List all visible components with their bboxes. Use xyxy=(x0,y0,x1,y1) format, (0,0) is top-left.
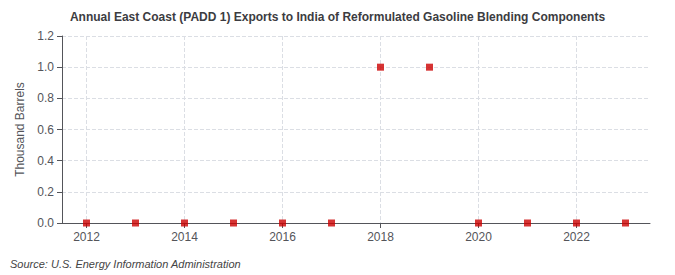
svg-text:2016: 2016 xyxy=(269,230,296,244)
svg-text:2020: 2020 xyxy=(465,230,492,244)
svg-text:0.8: 0.8 xyxy=(37,91,54,105)
svg-text:Source: U.S. Energy Informatio: Source: U.S. Energy Information Administ… xyxy=(10,258,241,270)
svg-text:Annual East Coast (PADD 1) Exp: Annual East Coast (PADD 1) Exports to In… xyxy=(70,10,605,24)
svg-text:2018: 2018 xyxy=(367,230,394,244)
svg-text:1.0: 1.0 xyxy=(37,60,54,74)
svg-text:1.2: 1.2 xyxy=(37,29,54,43)
svg-text:0.0: 0.0 xyxy=(37,216,54,230)
svg-text:2014: 2014 xyxy=(171,230,198,244)
svg-text:0.4: 0.4 xyxy=(37,154,54,168)
svg-text:2022: 2022 xyxy=(563,230,590,244)
svg-text:2012: 2012 xyxy=(73,230,100,244)
svg-text:Thousand Barrels: Thousand Barrels xyxy=(13,82,27,177)
svg-text:0.6: 0.6 xyxy=(37,123,54,137)
svg-text:0.2: 0.2 xyxy=(37,185,54,199)
